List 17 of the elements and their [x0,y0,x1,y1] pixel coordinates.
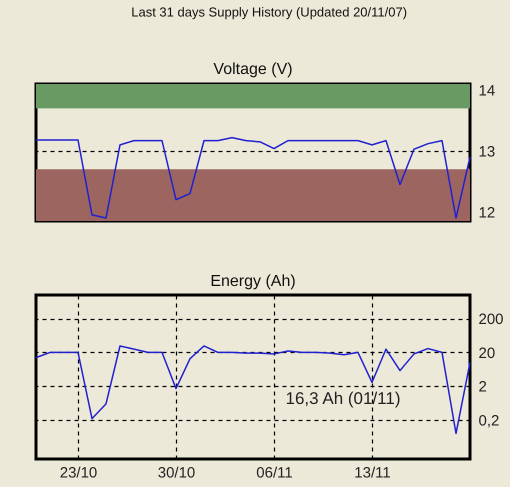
text: Last 31 days Supply History (Updated 20/11/07) [131,4,408,20]
y-tick-label: 12 [478,204,496,222]
chart-title: Energy (Ah) [210,273,296,290]
annotation: 16,3 Ah (01/11) [286,389,400,408]
y-tick-label: 2 [478,378,487,396]
x-tick-label: 06/11 [256,464,293,482]
y-tick-label: 13 [478,143,496,160]
y-tick-label: 14 [478,82,496,100]
x-tick-label: 30/10 [158,464,196,482]
y-tick-label: 200 [478,311,504,328]
x-tick-label: 13/11 [354,464,391,482]
line-series [35,136,471,219]
chart-title: Voltage (V) [213,61,293,78]
y-tick-label: 20 [478,344,496,362]
y-tick-label: 0,2 [478,412,500,430]
x-tick-label: 23/10 [60,464,98,482]
line-series [35,345,471,434]
